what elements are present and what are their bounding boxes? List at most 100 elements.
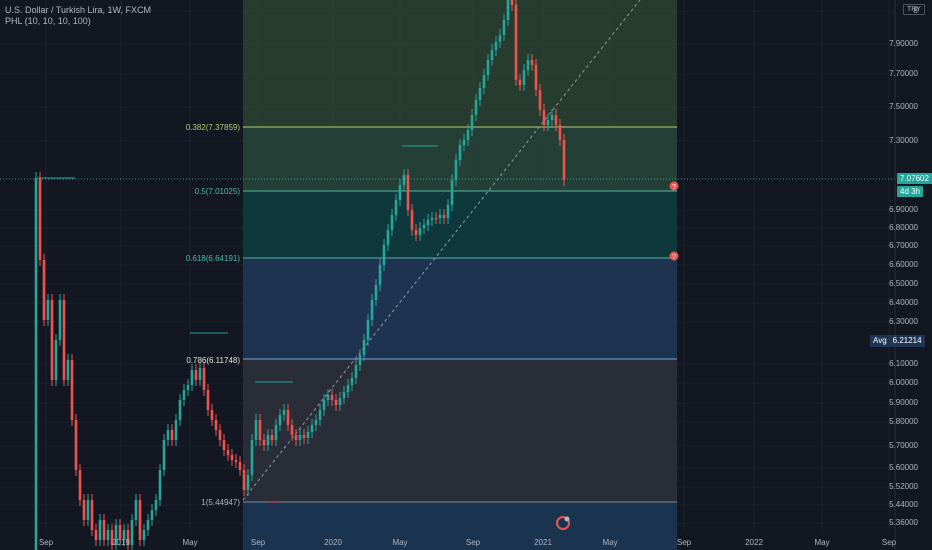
candle-body	[346, 385, 350, 392]
candle-body	[310, 425, 314, 432]
fib-level-label: 0.382(7.37859)	[185, 123, 240, 132]
price-tick-label: 8	[913, 6, 918, 15]
candle-body	[482, 75, 486, 88]
candle-body	[298, 435, 302, 440]
candle-body	[126, 530, 130, 545]
price-tick-label: 5.44000	[889, 500, 918, 509]
candle-body	[342, 392, 346, 398]
trend-line[interactable]	[242, 0, 641, 501]
candle-body	[34, 178, 38, 550]
candle-body	[550, 115, 554, 120]
candle-body	[102, 520, 106, 540]
time-tick-label: Sep	[676, 538, 692, 547]
candle-body	[270, 435, 274, 440]
fib-zones	[243, 0, 677, 550]
candle-body	[490, 50, 494, 60]
candle-body	[506, 0, 510, 20]
alert-icon[interactable]: ?	[669, 251, 679, 262]
candle-body	[258, 420, 262, 440]
candle-body	[302, 435, 306, 438]
candle-body	[190, 370, 194, 385]
candle-body	[446, 205, 450, 218]
candle-body	[106, 530, 110, 540]
time-tick-label: May	[392, 538, 408, 547]
candle-body	[82, 500, 86, 520]
time-tick-label: May	[182, 538, 198, 547]
price-tick-label: 6.70000	[889, 241, 918, 250]
currency-badge[interactable]: TRY	[903, 4, 925, 15]
candle-body	[86, 500, 90, 520]
time-tick-label: Sep	[38, 538, 54, 547]
candle-body	[74, 420, 78, 470]
candle-body	[466, 130, 470, 140]
price-tick-label: 6.60000	[889, 260, 918, 269]
price-tick-label: 5.80000	[889, 417, 918, 426]
time-tick-label: 2021	[534, 538, 552, 547]
time-tick-label: May	[602, 538, 618, 547]
avg-tag: Avg 6.21214	[870, 335, 925, 347]
candle-body	[398, 185, 402, 200]
price-tick-label: 6.10000	[889, 359, 918, 368]
candle-body	[354, 365, 358, 378]
candle-body	[350, 378, 354, 385]
price-tick-label: 6.90000	[889, 205, 918, 214]
alert-icon[interactable]: ?	[669, 181, 679, 192]
candle-body	[250, 440, 254, 475]
candle-body	[98, 520, 102, 540]
candle-body	[54, 340, 58, 380]
price-tick-label: 7.30000	[889, 136, 918, 145]
candle-body	[494, 42, 498, 50]
candle-body	[198, 368, 202, 380]
candle-body	[358, 355, 362, 365]
price-tick-label: 5.90000	[889, 398, 918, 407]
candle-body	[222, 440, 226, 450]
candle-body	[454, 160, 458, 180]
candle-body	[530, 60, 534, 65]
candle-body	[238, 462, 242, 470]
indicator-label[interactable]: PHL (10, 10, 10, 100)	[5, 16, 91, 26]
candle-body	[558, 125, 562, 140]
fib-level-label: 0.618(6.64191)	[185, 254, 240, 263]
candle-body	[234, 460, 238, 462]
time-tick-label: Sep	[250, 538, 266, 547]
candle-body	[434, 218, 438, 219]
candle-body	[242, 470, 246, 490]
candle-body	[534, 65, 538, 90]
candle-body	[422, 225, 426, 228]
chart-title: U.S. Dollar / Turkish Lira, 1W, FXCM	[5, 5, 152, 15]
candle-body	[418, 228, 422, 235]
candle-body	[386, 230, 390, 245]
candle-body	[514, 5, 518, 80]
candle-body	[282, 410, 286, 415]
candle-body	[366, 320, 370, 340]
candle-body	[182, 390, 186, 400]
candle-body	[542, 110, 546, 125]
candle-body	[286, 410, 290, 425]
candle-body	[194, 370, 198, 380]
price-tick-label: 6.30000	[889, 317, 918, 326]
candle-body	[450, 180, 454, 205]
candle-body	[42, 260, 46, 320]
candle-body	[90, 500, 94, 530]
candle-body	[374, 285, 378, 300]
candle-body	[178, 400, 182, 420]
candle-body	[46, 300, 50, 320]
candle-body	[206, 390, 210, 410]
candle-body	[414, 230, 418, 235]
candle-body	[306, 432, 310, 438]
candle-body	[262, 440, 266, 445]
candle-body	[118, 525, 122, 540]
candle-body	[138, 500, 142, 540]
price-tick-label: 6.40000	[889, 298, 918, 307]
candle-body	[394, 200, 398, 215]
fib-lines[interactable]	[243, 126, 677, 503]
scroll-icon[interactable]	[556, 516, 570, 530]
candle-body	[170, 430, 174, 440]
candle-body	[326, 395, 330, 400]
price-tick-label: 6.00000	[889, 378, 918, 387]
price-tick-label: 6.50000	[889, 279, 918, 288]
candle-body	[186, 385, 190, 390]
candle-body	[66, 360, 70, 380]
time-tick-label: 2019	[112, 538, 130, 547]
